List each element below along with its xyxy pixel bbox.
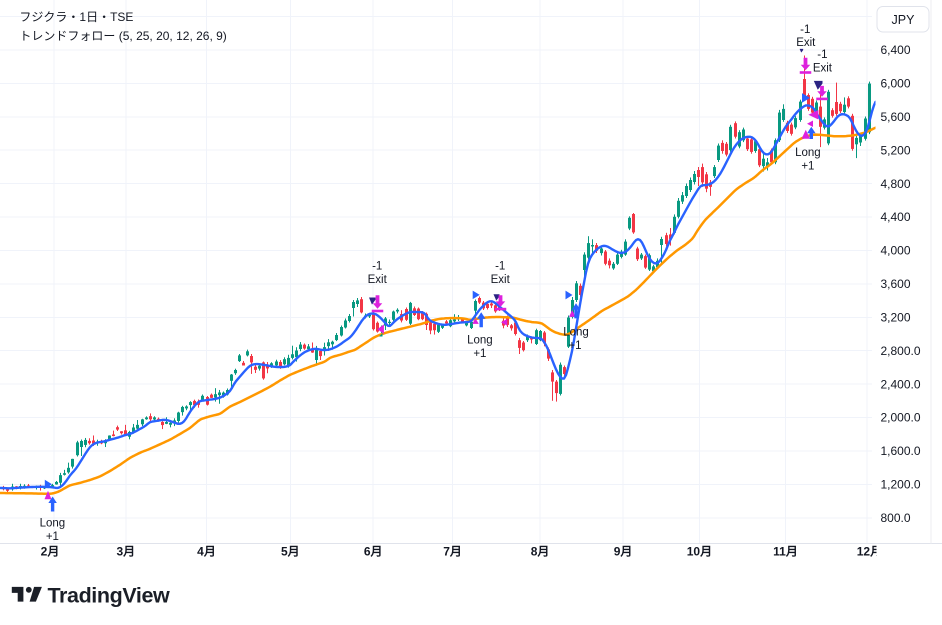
svg-text:Exit: Exit <box>491 274 511 286</box>
svg-text:10月: 10月 <box>687 545 712 559</box>
svg-text:6月: 6月 <box>364 545 383 559</box>
svg-text:9月: 9月 <box>614 545 633 559</box>
svg-text:+1: +1 <box>801 160 814 172</box>
svg-text:4月: 4月 <box>197 545 216 559</box>
svg-text:Long: Long <box>467 335 493 347</box>
svg-text:2,000.0: 2,000.0 <box>881 411 921 425</box>
svg-text:5,600: 5,600 <box>881 110 911 124</box>
svg-text:3,600: 3,600 <box>881 277 911 291</box>
svg-text:4,800: 4,800 <box>881 177 911 191</box>
svg-text:5,200: 5,200 <box>881 143 911 157</box>
svg-text:-1: -1 <box>495 261 505 273</box>
svg-text:TradingView: TradingView <box>48 583 171 607</box>
svg-text:12月: 12月 <box>857 545 882 559</box>
svg-text:2,800.0: 2,800.0 <box>881 344 921 358</box>
svg-text:トレンドフォロー (5, 25, 20, 12, 26, 9: トレンドフォロー (5, 25, 20, 12, 26, 9) <box>19 29 226 43</box>
svg-text:-1: -1 <box>372 261 382 273</box>
svg-text:JPY: JPY <box>892 13 916 27</box>
svg-text:5月: 5月 <box>281 545 300 559</box>
svg-text:フジクラ・1日・TSE: フジクラ・1日・TSE <box>19 10 133 24</box>
svg-text:3月: 3月 <box>116 545 135 559</box>
svg-text:+1: +1 <box>568 340 581 352</box>
svg-text:3,200: 3,200 <box>881 311 911 325</box>
svg-text:+1: +1 <box>473 348 486 360</box>
svg-text:Long: Long <box>795 147 821 159</box>
svg-text:8月: 8月 <box>531 545 550 559</box>
svg-text:Exit: Exit <box>813 62 833 74</box>
svg-text:7月: 7月 <box>443 545 462 559</box>
svg-text:Long: Long <box>563 327 589 339</box>
svg-text:6,000: 6,000 <box>881 77 911 91</box>
svg-text:4,400: 4,400 <box>881 210 911 224</box>
svg-text:+1: +1 <box>46 531 59 543</box>
svg-text:6,400: 6,400 <box>881 43 911 57</box>
svg-text:11月: 11月 <box>773 545 798 559</box>
svg-text:1,600.0: 1,600.0 <box>881 444 921 458</box>
svg-text:4,000: 4,000 <box>881 244 911 258</box>
svg-text:2,400.0: 2,400.0 <box>881 377 921 391</box>
svg-text:Long: Long <box>40 518 66 530</box>
svg-text:2月: 2月 <box>41 545 60 559</box>
svg-text:-1: -1 <box>800 24 810 36</box>
svg-text:800.0: 800.0 <box>881 511 911 525</box>
svg-text:Exit: Exit <box>796 37 816 49</box>
svg-text:1,200.0: 1,200.0 <box>881 478 921 492</box>
svg-text:Exit: Exit <box>368 274 388 286</box>
svg-text:-1: -1 <box>817 49 827 61</box>
